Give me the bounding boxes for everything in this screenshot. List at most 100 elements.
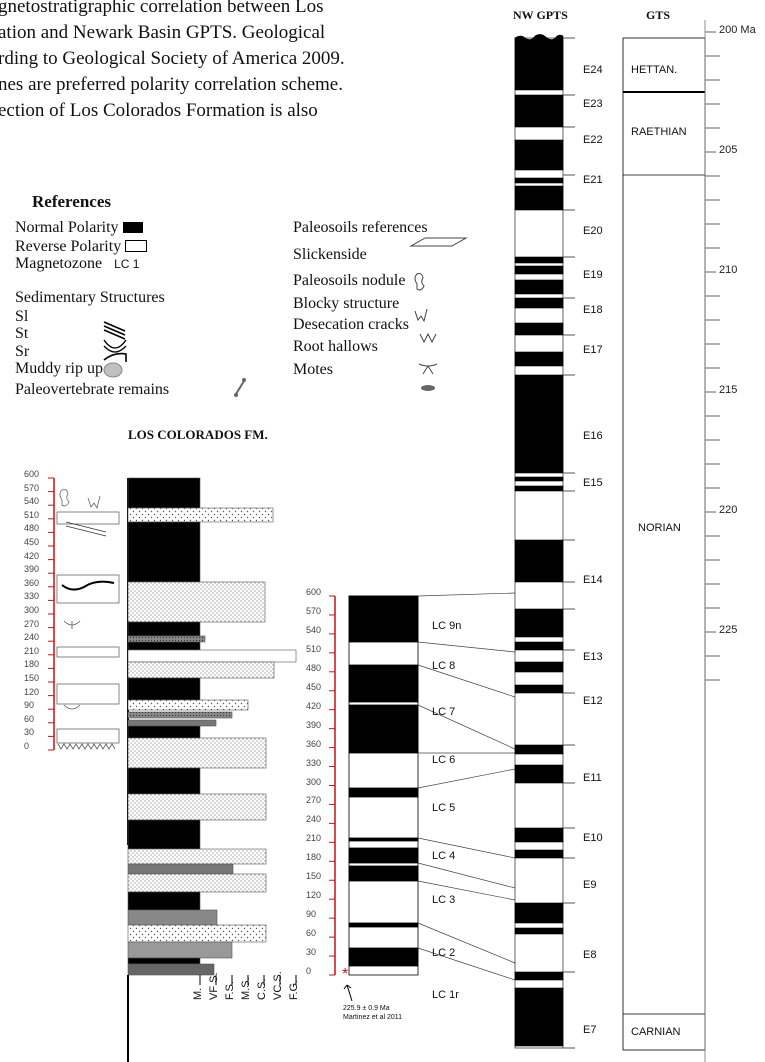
depth-tick-label: 480 xyxy=(24,523,40,534)
legend-reverse-polarity: Reverse Polarity xyxy=(15,238,148,256)
e-zone-label: E7 xyxy=(583,1024,597,1036)
e-zone-label: E10 xyxy=(583,832,603,844)
caption-line: gnetostratigraphic correlation between L… xyxy=(0,0,324,17)
lc-zone-label: LC 7 xyxy=(432,706,456,718)
nodule-icon xyxy=(414,273,425,291)
stage-raethian: RAETHIAN xyxy=(631,126,687,138)
desecation-cracks-icon xyxy=(419,332,437,344)
depth-tick-label: 420 xyxy=(306,700,322,711)
legend-paleovertebrate: Paleovertebrate remains xyxy=(15,381,170,398)
depth-tick-label: 150 xyxy=(24,673,40,683)
references-title: References xyxy=(32,192,111,211)
paleosoils-title: Paleosoils references xyxy=(293,219,428,236)
grain-size-ticks xyxy=(199,975,297,985)
depth-tick-label: 540 xyxy=(24,496,40,507)
correlation-lines xyxy=(417,592,516,981)
age-marker-star-icon: * xyxy=(342,966,348,983)
depth-tick-label: 570 xyxy=(306,605,322,616)
depth-tick-label: 210 xyxy=(24,645,40,656)
depth-tick-label: 450 xyxy=(306,681,322,692)
depth-tick-label: 480 xyxy=(306,662,322,673)
age-note-source: Martinez et al 2011 xyxy=(343,1014,403,1021)
legend-label: Reverse Polarity xyxy=(15,238,122,255)
legend-root-hallows: Root hallows xyxy=(293,338,378,355)
e-zone-label: E21 xyxy=(583,174,603,186)
gts-column xyxy=(622,37,706,1051)
legend-label: Magnetozone xyxy=(15,255,103,272)
depth-tick-label: 300 xyxy=(24,605,40,615)
depth-tick-label: 360 xyxy=(24,577,40,588)
legend-paleosoils-nodule: Paleosoils nodule xyxy=(293,272,406,289)
nw-gpts-header: NW GPTS xyxy=(513,8,568,22)
grain-size-label: F.S. xyxy=(224,981,236,1000)
legend-blocky-structure: Blocky structure xyxy=(293,295,400,312)
depth-tick-label: 330 xyxy=(24,591,40,602)
depth-tick-label: 510 xyxy=(306,643,322,654)
lc-zone-label: LC 9n xyxy=(432,620,462,632)
depth-tick-label: 150 xyxy=(306,871,322,882)
e-zone-label: E11 xyxy=(583,772,602,784)
depth-tick-label: 270 xyxy=(306,795,322,806)
nw-gpts-column xyxy=(514,34,564,1049)
lc-zone-label: LC 5 xyxy=(432,802,456,814)
legend-sr: Sr xyxy=(15,343,30,360)
depth-tick-label: 330 xyxy=(306,757,322,768)
depth-tick-label: 360 xyxy=(306,738,322,749)
stage-hettangian: HETTAN. xyxy=(631,64,678,76)
e-zone-label: E16 xyxy=(583,430,603,442)
lc-zone-label: LC 8 xyxy=(432,660,456,672)
age-tick-label: 200 Ma xyxy=(719,24,756,36)
grain-size-label: M. xyxy=(192,987,204,1000)
e-zone-label: E18 xyxy=(583,304,603,316)
depth-tick-label: 210 xyxy=(306,833,322,844)
st-icon xyxy=(103,339,127,353)
e-zone-label: E19 xyxy=(583,269,603,281)
caption-line: ation and Newark Basin GPTS. Geological xyxy=(0,22,326,43)
slickenside-icon xyxy=(409,237,468,247)
age-tick-label: 215 xyxy=(719,384,738,396)
muddy-rip-up-icon xyxy=(103,362,123,378)
motes-icon xyxy=(421,385,435,391)
legend-magnetozone: Magnetozone LC 1 xyxy=(15,255,139,273)
caption-line: ection of Los Colorados Formation is als… xyxy=(0,100,318,121)
lc-zone-label: LC 1r xyxy=(432,989,459,1001)
grain-size-label: C.S. xyxy=(256,978,268,1000)
facies-column xyxy=(56,489,120,750)
gts-header: GTS xyxy=(646,8,671,22)
stage-carnian: CARNIAN xyxy=(631,1026,681,1038)
sedimentary-structures-title: Sedimentary Structures xyxy=(15,289,165,306)
depth-tick-label: 30 xyxy=(24,727,35,738)
e-zone-label: E23 xyxy=(583,98,603,110)
e-zone-label: E24 xyxy=(583,64,603,76)
e-zone-label: E20 xyxy=(583,225,603,237)
reverse-polarity-swatch xyxy=(125,240,148,252)
depth-tick-label: 120 xyxy=(306,890,322,901)
legend-muddy-rip-up: Muddy rip up xyxy=(15,360,103,377)
blocky-structure-icon xyxy=(414,308,428,323)
lc-zone-label: LC 6 xyxy=(432,754,456,766)
e-zone-label: E17 xyxy=(583,344,603,356)
left-depth-ticks xyxy=(48,477,54,751)
root-hallows-icon xyxy=(418,363,438,375)
grain-size-label: F.G. xyxy=(288,979,300,1000)
depth-tick-label: 120 xyxy=(24,686,40,697)
depth-tick-label: 450 xyxy=(24,537,40,547)
depth-tick-label: 270 xyxy=(24,618,40,629)
sr-icon xyxy=(103,352,127,362)
depth-tick-label: 540 xyxy=(306,624,322,635)
depth-tick-label: 0 xyxy=(306,966,312,976)
lc-polarity-column xyxy=(348,595,419,976)
stage-norian: NORIAN xyxy=(638,522,681,534)
depth-tick-label: 510 xyxy=(24,509,40,520)
legend-st: St xyxy=(15,325,29,342)
e-zone-label: E22 xyxy=(583,134,603,146)
grain-size-label: VC.S. xyxy=(272,971,284,1000)
depth-tick-label: 0 xyxy=(24,741,30,751)
depth-tick-label: 240 xyxy=(24,632,40,643)
caption-line: nes are preferred polarity correlation s… xyxy=(0,74,343,95)
e-zone-label: E8 xyxy=(583,949,597,961)
legend-sl: Sl xyxy=(15,308,29,325)
depth-tick-label: 90 xyxy=(24,700,35,711)
age-ticks xyxy=(705,31,720,681)
